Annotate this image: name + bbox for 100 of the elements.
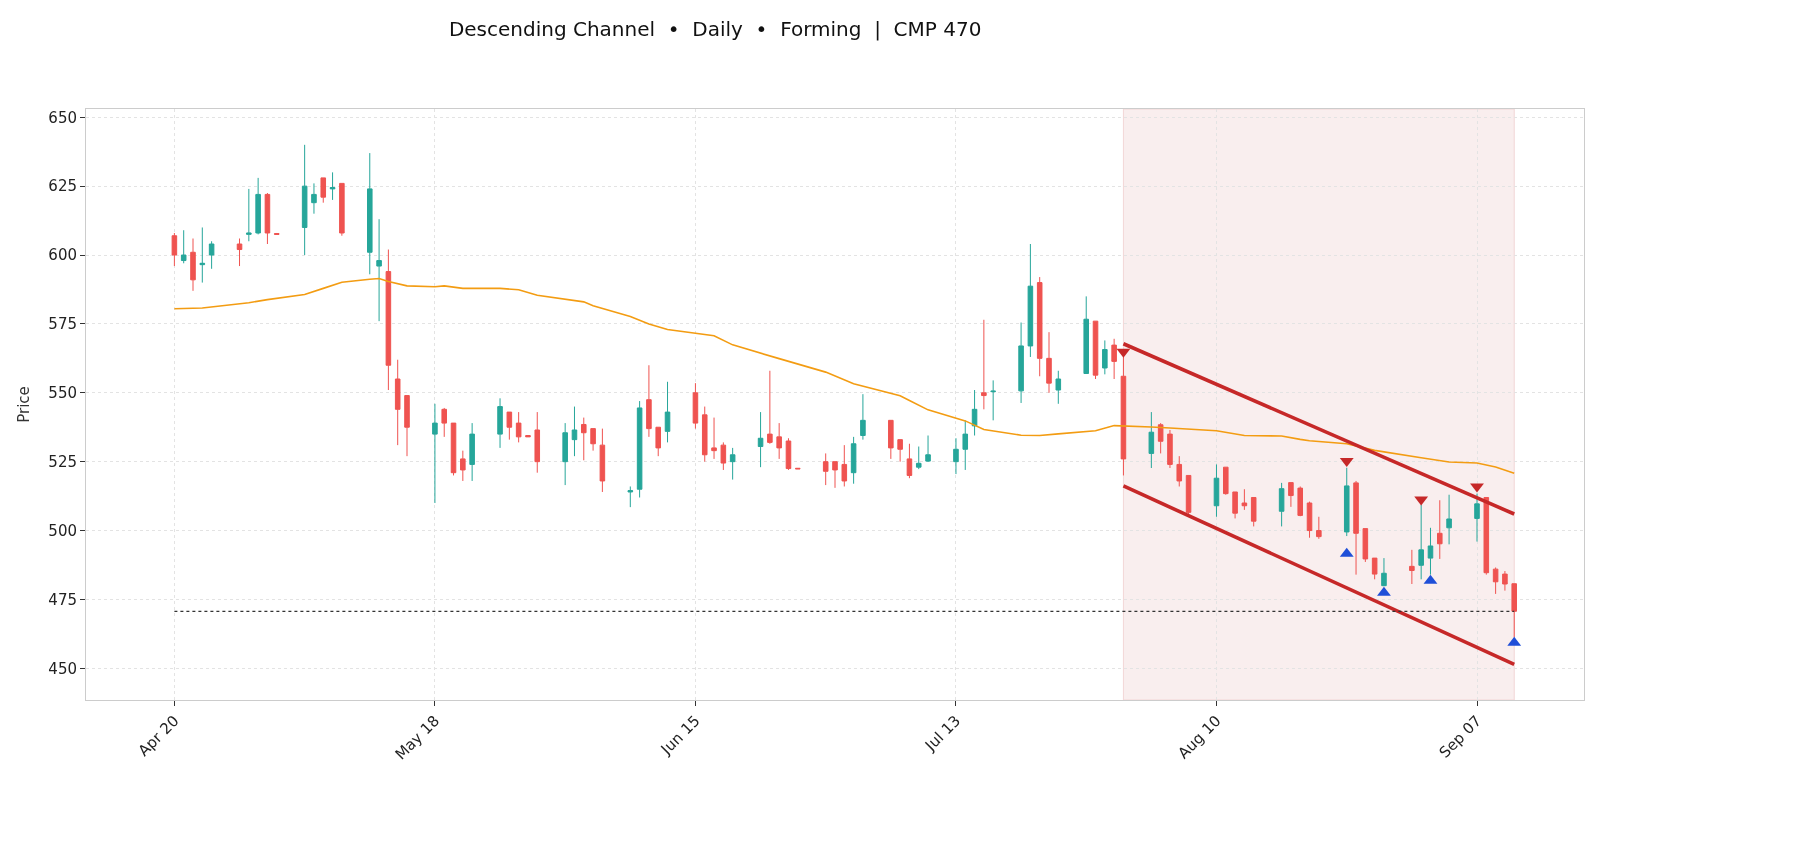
candlestick [329,171,336,201]
candlestick [1502,570,1508,592]
candlestick [515,411,522,443]
candlestick [646,364,652,438]
candlestick [534,411,541,474]
candlestick [171,232,178,267]
candlestick [264,192,271,245]
candlestick [1157,422,1164,454]
candlestick [1362,528,1369,563]
candlestick [915,446,922,470]
candlestick [1176,455,1183,487]
candlestick [981,319,987,410]
y-tick-label: 575 [48,315,77,334]
candlestick [636,400,643,498]
candlestick [1185,474,1192,515]
candlestick [180,229,187,264]
candlestick [255,177,261,235]
candlestick [850,436,857,485]
candlestick [562,422,568,486]
candlestick [990,379,996,421]
candlestick [1111,338,1117,380]
candlestick [581,417,587,461]
candlestick [1232,491,1238,519]
candlestick [1343,467,1350,537]
candlestick [450,422,457,476]
chart-title: Descending Channel • Daily • Forming | CMP 470 [448,16,982,41]
candlestick [208,240,215,270]
candlestick [1250,496,1257,527]
candlestick [720,441,727,471]
candlestick [1483,496,1490,576]
candlestick [1167,429,1173,469]
candlestick [1241,488,1248,511]
candlestick [469,422,475,482]
candlestick [525,435,531,438]
candlestick [236,238,243,267]
candlestick [1055,370,1062,405]
y-tick-label: 625 [48,177,77,196]
y-tick-label: 600 [48,246,77,265]
candlestick [1437,499,1443,560]
candlestick [785,437,792,471]
candlestick [1027,243,1034,358]
candlestick [860,393,866,441]
candlestick [460,450,466,482]
candlestick [1409,549,1415,585]
candlestick [311,182,317,215]
y-tick-label: 650 [48,108,77,127]
candlestick [1474,493,1480,543]
candlestick [1446,494,1452,545]
candlestick [1353,480,1359,576]
candlestick [1148,411,1155,469]
candlestick [1102,339,1108,375]
candlestick [246,188,252,242]
candlestick [1036,276,1043,377]
candlestick [190,238,196,292]
candlestick [506,411,513,441]
candlestick [888,419,894,460]
candlestick [1223,466,1229,496]
candlestick [273,232,280,235]
x-tick-label: Apr 20 [134,711,183,760]
candlestick [1083,295,1089,374]
candlestick [701,406,708,463]
candlestick [692,382,699,430]
line-series [173,277,1516,475]
candlestick [1418,504,1424,580]
x-tick-label: Jul 13 [920,711,965,755]
candlestick [897,439,903,463]
candlestick [599,428,606,493]
candlestick [1511,583,1517,638]
candlestick [199,226,206,284]
candlestick [385,249,392,391]
candlestick [1427,527,1434,576]
candlestick [627,485,634,508]
candlestick [971,389,978,436]
candlestick [832,461,838,489]
candlestick [1492,566,1499,595]
candlestick [571,406,578,457]
candlestick [367,152,373,275]
x-tick-label: Sep 07 [1435,711,1486,762]
candlestick [1371,557,1378,580]
candlestick [925,435,931,463]
candlestick [497,397,503,449]
candlestick [404,395,410,457]
candlestick [1018,322,1024,404]
candlestick [962,419,969,471]
candlestick [1316,516,1322,540]
candlestick [1092,320,1099,380]
candlestick [711,417,717,460]
y-tick-label: 550 [48,384,77,403]
candlestick [906,443,913,479]
y-tick-label: 500 [48,521,77,540]
y-tick-label: 450 [48,659,77,678]
candlestick [776,422,782,460]
candlestick [655,426,661,457]
candlestick [590,428,596,452]
candlestick [729,447,736,481]
candlestick [822,452,829,486]
candlestick [1288,482,1294,508]
candlestick [953,437,959,475]
candlestick [1381,557,1387,587]
candlestick [757,411,764,468]
